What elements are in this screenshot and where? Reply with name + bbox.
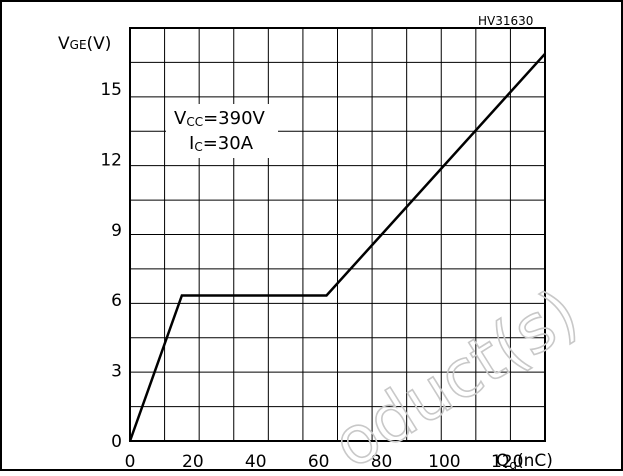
annotation-ic: IC=30A <box>189 133 254 154</box>
x-tick-label: 100 <box>428 452 460 471</box>
x-tick-label: 120 <box>491 452 523 471</box>
annotation-vcc: VCC=390V <box>174 108 266 129</box>
tick-labels: 0 20 40 60 80 100 120 0 3 6 9 12 15 <box>100 80 523 472</box>
x-tick-label: 0 <box>125 452 136 471</box>
x-tick-label: 20 <box>182 452 204 471</box>
y-tick-label: 9 <box>111 221 122 241</box>
y-tick-label: 12 <box>100 150 122 170</box>
grid <box>130 28 545 441</box>
series-group <box>128 52 546 442</box>
figure-reference: HV31630 <box>478 14 533 28</box>
x-tick-label: 80 <box>371 452 393 471</box>
x-tick-label: 40 <box>245 452 267 471</box>
x-axis-label: Qg(nC) <box>496 451 553 471</box>
x-tick-label: 60 <box>308 452 330 471</box>
y-tick-label: 6 <box>111 291 122 311</box>
y-tick-label: 3 <box>111 362 122 382</box>
y-tick-label: 0 <box>111 432 122 452</box>
y-axis-label: VGE(V) <box>58 34 111 54</box>
y-tick-label: 15 <box>100 80 122 100</box>
plot-border <box>129 27 546 442</box>
series-line <box>128 52 546 442</box>
annotation-box <box>166 104 278 158</box>
